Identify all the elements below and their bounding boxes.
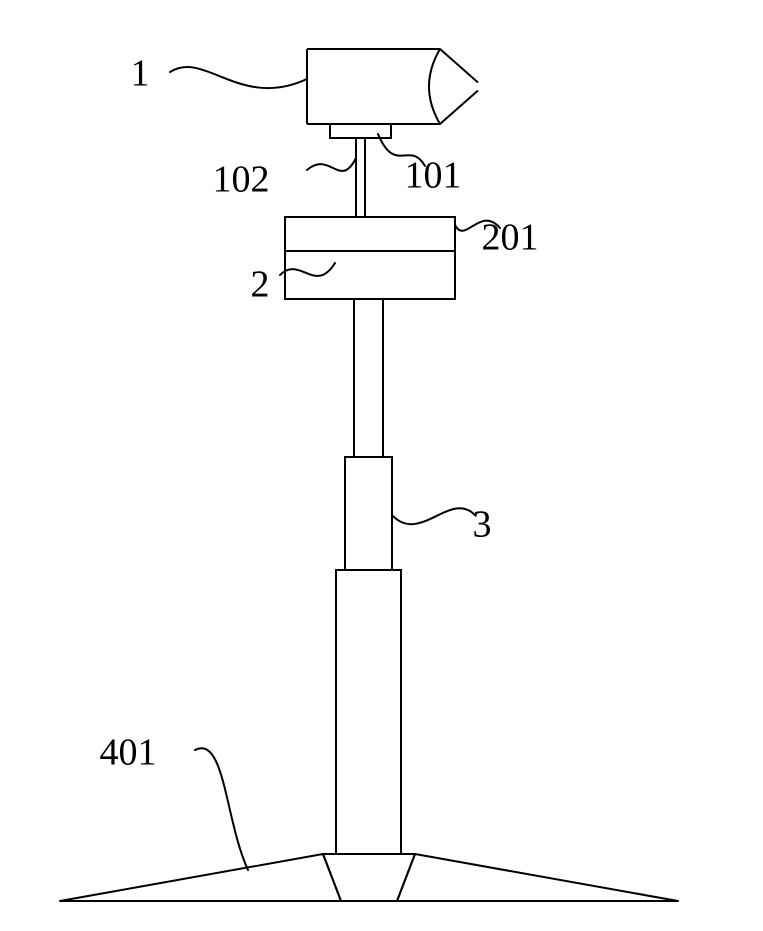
camera-pin-102 bbox=[356, 138, 365, 217]
camera-lens-top bbox=[440, 49, 478, 83]
camera-lens-bottom bbox=[440, 91, 478, 125]
label-3: 3 bbox=[473, 504, 492, 546]
box-top-plate-201 bbox=[285, 217, 455, 251]
label-2: 2 bbox=[251, 264, 270, 306]
base-arm-right bbox=[397, 854, 678, 901]
camera-lens-front bbox=[429, 49, 440, 124]
pole-seg2 bbox=[345, 457, 392, 570]
label-102: 102 bbox=[213, 159, 270, 201]
leader-2 bbox=[280, 263, 335, 276]
label-1: 1 bbox=[131, 53, 150, 95]
camera-plate-101 bbox=[330, 124, 391, 138]
leader-401 bbox=[195, 748, 248, 870]
leader-1 bbox=[170, 67, 307, 88]
label-101: 101 bbox=[405, 155, 462, 197]
leader-102 bbox=[307, 158, 356, 171]
base-arm-left-401 bbox=[60, 854, 341, 901]
leader-3 bbox=[392, 508, 475, 524]
label-201: 201 bbox=[482, 217, 539, 259]
base-hub bbox=[323, 854, 415, 901]
pole-seg3 bbox=[336, 570, 401, 854]
pole-seg1 bbox=[354, 299, 383, 457]
label-401: 401 bbox=[100, 732, 157, 774]
